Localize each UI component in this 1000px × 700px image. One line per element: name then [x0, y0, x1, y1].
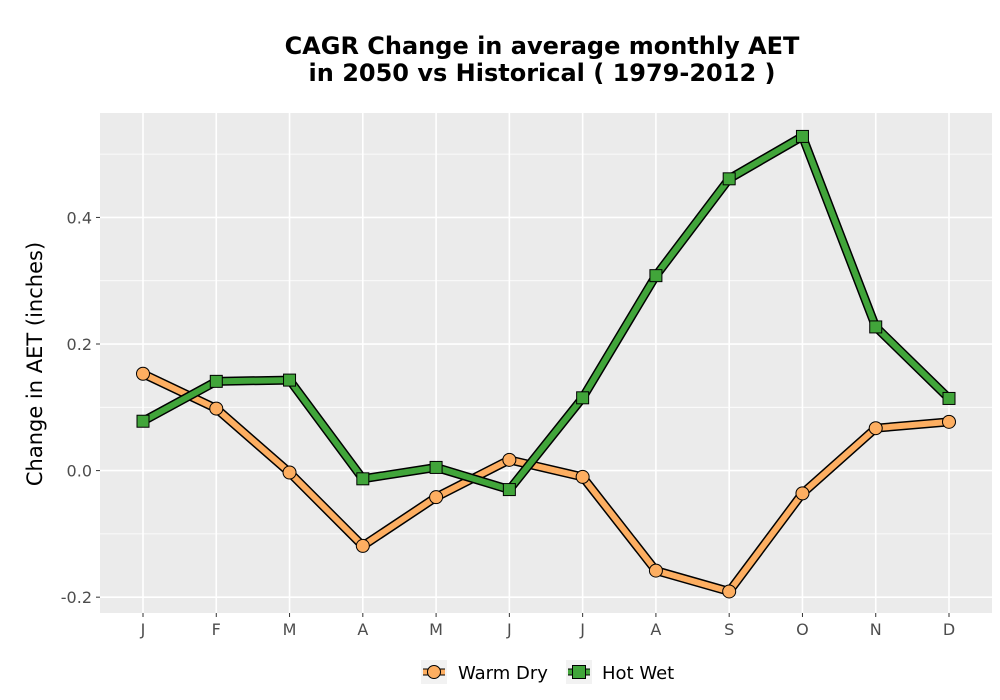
legend: Warm Dry Hot Wet [421, 660, 674, 684]
plot-panel [100, 113, 992, 613]
data-point-hot-wet [136, 414, 150, 428]
data-point-hot-wet [722, 172, 736, 186]
data-point-warm-dry [868, 421, 883, 436]
series-hot-wet [136, 129, 956, 497]
legend-label-hot-wet: Hot Wet [602, 663, 674, 684]
data-point-warm-dry [942, 414, 956, 429]
x-tick-label: N [870, 620, 882, 639]
data-point-warm-dry [795, 486, 810, 501]
data-point-warm-dry [282, 465, 297, 480]
data-point-hot-wet [795, 129, 809, 143]
data-point-warm-dry [502, 452, 517, 467]
x-tick-label: A [650, 620, 661, 639]
x-tick-label: M [429, 620, 443, 639]
data-point-hot-wet [429, 460, 443, 474]
data-point-warm-dry [209, 401, 224, 416]
y-axis-label: Change in AET (inches) [23, 242, 47, 486]
data-point-hot-wet [869, 320, 883, 334]
x-tick-label: J [140, 620, 146, 639]
data-point-hot-wet [209, 374, 223, 388]
x-tick-label: O [796, 620, 809, 639]
data-point-warm-dry [575, 469, 590, 484]
y-tick-label: 0.2 [67, 335, 92, 354]
data-point-hot-wet [502, 483, 516, 497]
y-tick-label: 0.0 [67, 462, 92, 481]
y-tick-label: -0.2 [61, 588, 92, 607]
legend-label-warm-dry: Warm Dry [458, 663, 548, 684]
y-axis-ticks: -0.2 0.0 0.2 0.4 [61, 208, 100, 607]
data-point-warm-dry [355, 538, 370, 553]
data-point-warm-dry [722, 584, 737, 599]
legend-item-hot-wet: Hot Wet [566, 660, 674, 684]
data-point-warm-dry [136, 366, 150, 381]
x-tick-label: D [943, 620, 955, 639]
series-warm-dry [136, 366, 956, 599]
legend-item-warm-dry: Warm Dry [421, 660, 548, 684]
x-tick-label: J [506, 620, 512, 639]
data-point-hot-wet [942, 391, 956, 405]
x-tick-label: S [724, 620, 734, 639]
data-point-warm-dry [648, 563, 663, 578]
chart-title-line2: in 2050 vs Historical ( 1979-2012 ) [309, 59, 776, 87]
data-point-hot-wet [283, 373, 297, 387]
x-tick-label: F [212, 620, 221, 639]
data-point-hot-wet [576, 391, 590, 405]
series-line-warm-dry [140, 370, 952, 595]
series-line-hot-wet [140, 133, 952, 493]
x-tick-label: J [579, 620, 585, 639]
chart-title-line1: CAGR Change in average monthly AET [285, 32, 800, 60]
series-layer [136, 129, 956, 599]
legend-marker-warm-dry [427, 665, 441, 679]
x-tick-label: M [283, 620, 297, 639]
data-point-hot-wet [356, 472, 370, 486]
data-point-warm-dry [429, 490, 444, 505]
x-tick-label: A [357, 620, 368, 639]
y-tick-label: 0.4 [67, 208, 92, 227]
data-point-hot-wet [649, 269, 663, 283]
legend-marker-hot-wet [572, 665, 586, 679]
